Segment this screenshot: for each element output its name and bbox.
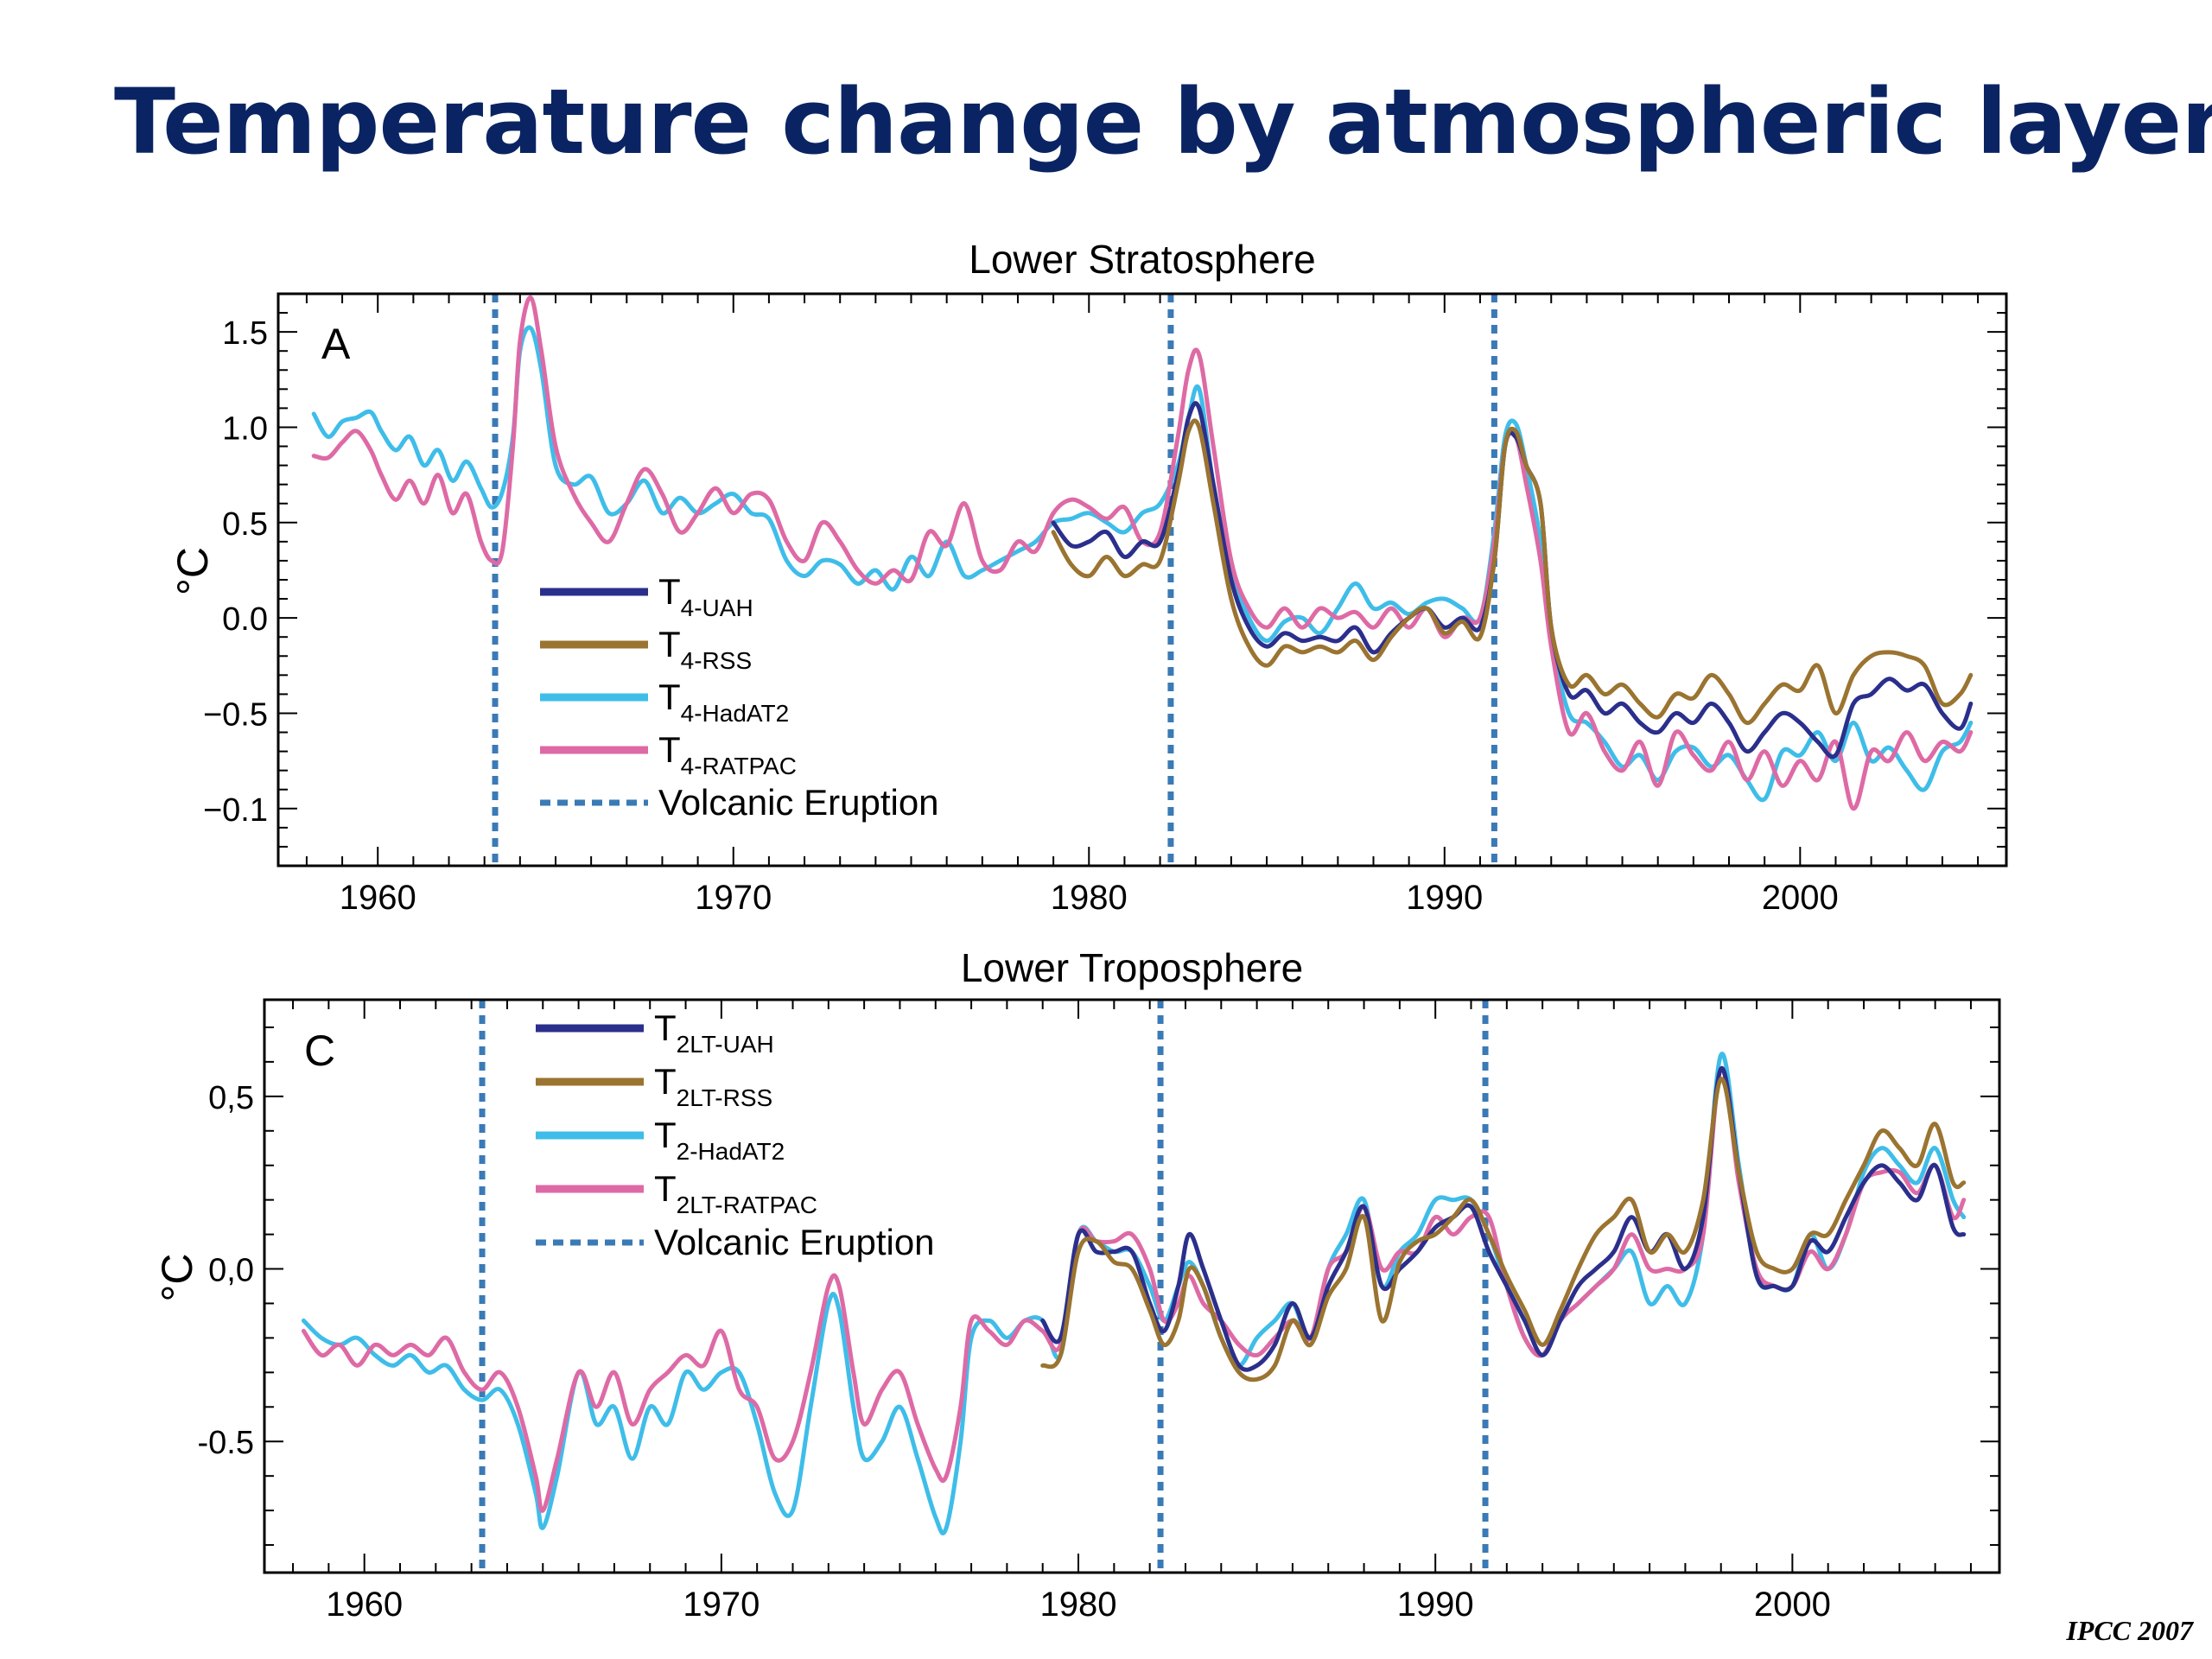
y-tick-label: −0.1 (203, 792, 268, 829)
source-credit: IPCC 2007 (2066, 1615, 2193, 1646)
minor-ticks (264, 1000, 1999, 1573)
x-tick-label: 1990 (1406, 879, 1483, 917)
x-tick-label: 1990 (1397, 1586, 1474, 1624)
y-tick-label: −0.5 (203, 696, 268, 733)
legend-label: T2LT-UAH (654, 1007, 774, 1058)
legend-label: T4-RSS (658, 624, 752, 674)
series-line-ratpac (301, 1066, 1967, 1513)
legend-label: T4-HadAT2 (658, 677, 789, 727)
series-line-rss (1040, 1077, 1967, 1382)
y-tick-label: -0.5 (198, 1425, 254, 1461)
x-tick-label: 1970 (695, 879, 772, 917)
series-line-rss (1051, 418, 1974, 726)
y-axis-label: °C (168, 547, 217, 595)
y-tick-label: 1.5 (222, 315, 268, 352)
x-tick-label: 2000 (1762, 879, 1839, 917)
series-line-hadat2 (311, 325, 1974, 803)
legend-label: Volcanic Eruption (654, 1222, 935, 1262)
chart-panel-c: Lower Troposphere 1960 1970 1980 1990 2000 0,5… (153, 945, 2001, 1624)
y-tick-label: 0.5 (222, 506, 268, 543)
x-tick-label: 1970 (683, 1586, 760, 1624)
legend-label: T2LT-RATPAC (654, 1168, 817, 1218)
slide-title: Temperature change by atmospheric layer (114, 69, 2212, 175)
panel-label: A (321, 320, 351, 368)
legend-label: T2LT-RSS (654, 1061, 772, 1111)
x-tick-label: 1980 (1051, 879, 1128, 917)
y-tick-label: 0,0 (208, 1253, 254, 1289)
chart-panel-a: Lower Stratosphere 1960 1970 1980 1990 2000 1.… (168, 237, 2008, 917)
y-tick-label: 1.0 (222, 410, 268, 447)
x-tick-label: 2000 (1754, 1586, 1831, 1624)
series-line-ratpac (311, 295, 1974, 811)
legend: T2LT-UAHT2LT-RSST2-HadAT2T2LT-RATPACVolc… (536, 1007, 935, 1262)
x-tick-label: 1960 (340, 879, 416, 917)
x-tick-label: 1960 (326, 1586, 403, 1624)
plot-frame (263, 998, 2001, 1574)
legend-label: T2-HadAT2 (654, 1115, 785, 1165)
series-line-uah (1040, 1066, 1967, 1372)
y-axis-label: °C (153, 1253, 201, 1301)
plot-frame (276, 292, 2008, 868)
legend-label: T4-UAH (658, 571, 753, 621)
legend-label: Volcanic Eruption (658, 782, 939, 823)
panel-label: C (304, 1027, 335, 1075)
chart-title: Lower Stratosphere (969, 237, 1315, 282)
x-tick-label: 1980 (1040, 1586, 1117, 1624)
series-line-uah (1051, 401, 1974, 760)
minor-ticks (278, 293, 2006, 867)
legend-label: T4-RATPAC (658, 729, 797, 779)
chart-title: Lower Troposphere (961, 945, 1303, 990)
y-tick-label: 0,5 (208, 1080, 254, 1116)
y-tick-label: 0.0 (222, 601, 268, 638)
